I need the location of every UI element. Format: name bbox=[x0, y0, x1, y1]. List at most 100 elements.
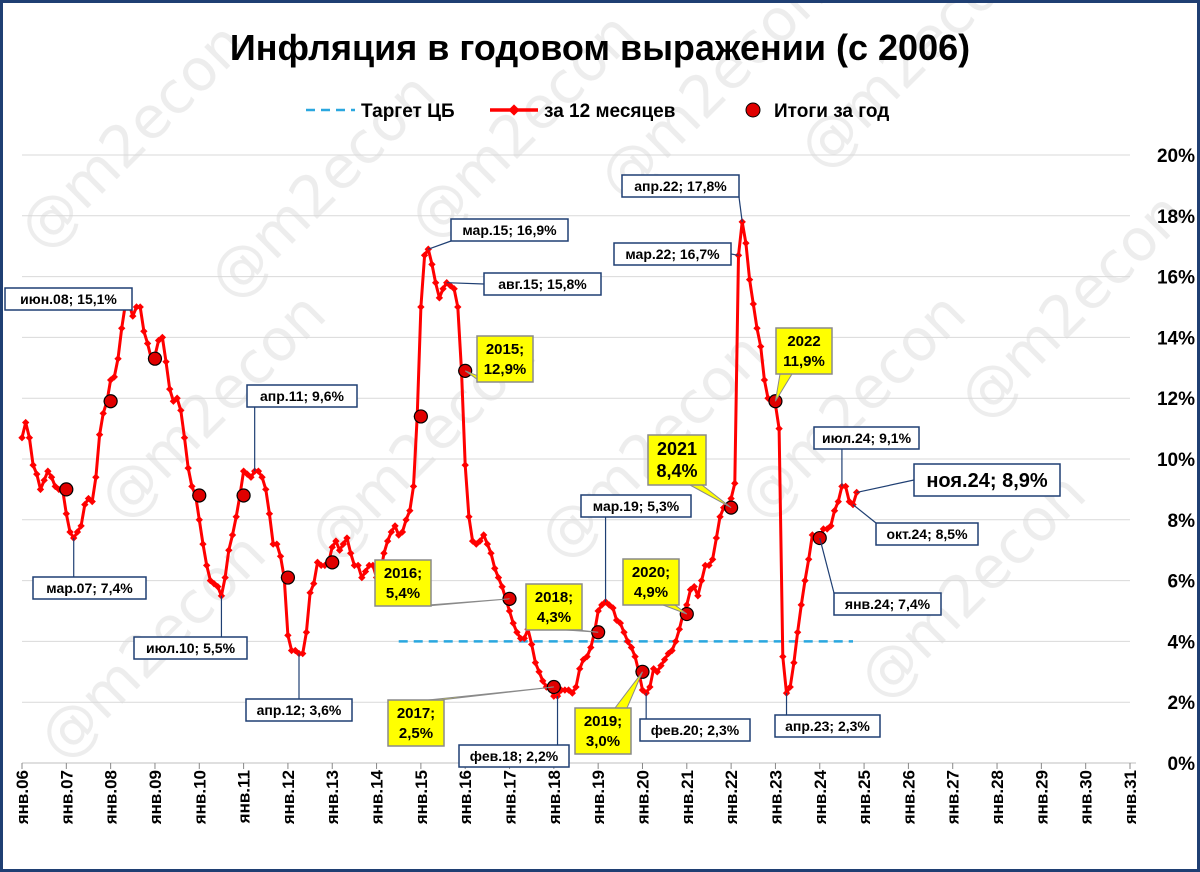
monthly-point bbox=[631, 652, 639, 661]
monthly-point bbox=[675, 625, 684, 633]
monthly-point bbox=[81, 500, 89, 509]
monthly-point bbox=[143, 339, 152, 348]
annotation-box bbox=[613, 242, 732, 266]
monthly-point bbox=[380, 549, 388, 557]
monthly-point bbox=[173, 394, 181, 402]
annotation-label: мар.22; 16,7% bbox=[625, 246, 720, 262]
monthly-point bbox=[92, 473, 100, 481]
legend-annual-marker bbox=[745, 102, 761, 118]
monthly-point bbox=[262, 485, 270, 494]
monthly-point bbox=[587, 643, 595, 652]
year-callout-value: 5,4% bbox=[386, 585, 420, 602]
monthly-point bbox=[683, 601, 691, 609]
monthly-point bbox=[132, 303, 141, 311]
annotation-leader bbox=[446, 282, 485, 285]
x-tick-label: янв.11 bbox=[235, 770, 254, 824]
monthly-point bbox=[184, 464, 192, 472]
annotation-label: ноя.24; 8,9% bbox=[926, 470, 1048, 492]
annotation-label: июл.24; 9,1% bbox=[822, 430, 912, 446]
annotation-label: апр.23; 2,3% bbox=[785, 718, 870, 734]
x-tick-label: янв.17 bbox=[501, 770, 520, 825]
x-tick-label: янв.07 bbox=[57, 770, 76, 825]
monthly-point bbox=[166, 385, 174, 393]
annotation-box bbox=[639, 718, 751, 742]
year-callout-value: 12,9% bbox=[484, 361, 527, 378]
monthly-point bbox=[254, 467, 263, 475]
monthly-point bbox=[332, 537, 340, 545]
annotation-box bbox=[913, 463, 1061, 497]
x-tick-label: янв.14 bbox=[368, 769, 387, 825]
year-callout-pointer bbox=[774, 373, 793, 402]
monthly-point bbox=[306, 589, 314, 597]
monthly-point bbox=[25, 434, 34, 442]
annotation-leader bbox=[730, 253, 739, 256]
monthly-point bbox=[188, 482, 196, 491]
annotation-leader bbox=[738, 196, 743, 222]
annotation-label: фев.20; 2,3% bbox=[651, 722, 740, 738]
x-tick-label: янв.08 bbox=[102, 770, 121, 825]
monthly-point bbox=[797, 601, 805, 609]
year-callout-pointer bbox=[427, 686, 554, 701]
monthly-point bbox=[790, 659, 798, 667]
annotation-label: июл.10; 5,5% bbox=[146, 640, 236, 656]
monthly-point bbox=[804, 555, 813, 563]
year-callout-year: 2016; bbox=[384, 565, 422, 582]
monthly-point bbox=[428, 260, 436, 269]
annotation-box bbox=[774, 714, 881, 738]
monthly-point bbox=[177, 406, 185, 415]
monthly-point bbox=[88, 497, 96, 506]
monthly-point bbox=[708, 555, 717, 564]
monthly-point bbox=[214, 582, 222, 591]
monthly-point bbox=[483, 540, 492, 548]
monthly-point bbox=[99, 409, 107, 418]
monthly-point bbox=[310, 579, 318, 588]
monthly-point bbox=[361, 567, 370, 576]
x-tick-label: янв.09 bbox=[146, 770, 165, 825]
annotations: июн.08; 15,1% мар.07; 7,4% июл.10; 5,5% апр… bbox=[4, 174, 1061, 768]
y-axis: 0% 2% 4% 6% 8% 10% 12% 14% 16% 18% 20% bbox=[1157, 146, 1195, 775]
annual-point bbox=[59, 482, 74, 497]
x-tick-label: янв.21 bbox=[678, 770, 697, 825]
annual-point bbox=[192, 488, 207, 503]
monthly-point bbox=[402, 516, 410, 524]
y-tick-label: 12% bbox=[1157, 389, 1195, 410]
annual-point bbox=[546, 679, 561, 695]
x-tick-label: янв.28 bbox=[988, 770, 1007, 825]
x-axis: янв.06 янв.07 янв.08 янв.09 янв.10 янв.11 янв.… bbox=[13, 762, 1140, 825]
monthly-point bbox=[753, 324, 761, 332]
annotation-label: мар.19; 5,3% bbox=[593, 498, 680, 514]
legend-monthly-label: за 12 месяцев bbox=[544, 101, 675, 122]
year-callout-box bbox=[574, 707, 632, 755]
annotation-box bbox=[245, 698, 353, 722]
monthly-point bbox=[398, 528, 407, 536]
y-tick-label: 14% bbox=[1157, 328, 1195, 349]
monthly-point bbox=[417, 303, 425, 311]
y-tick-label: 18% bbox=[1157, 207, 1195, 228]
annual-point bbox=[236, 488, 251, 503]
monthly-point bbox=[535, 668, 543, 676]
legend-annual-label: Итоги за год bbox=[774, 101, 889, 122]
monthly-point bbox=[775, 424, 783, 433]
monthly-point bbox=[642, 689, 650, 697]
year-callout-pointer bbox=[689, 484, 732, 509]
monthly-point bbox=[572, 683, 580, 691]
monthly-point bbox=[801, 576, 809, 585]
monthly-point bbox=[335, 546, 344, 554]
watermark-text: @m2econ bbox=[845, 459, 1099, 713]
x-tick-label: янв.12 bbox=[279, 770, 298, 825]
monthly-point bbox=[203, 561, 211, 570]
monthly-point bbox=[162, 358, 170, 366]
x-tick-label: янв.20 bbox=[633, 770, 652, 825]
x-tick-label: янв.10 bbox=[190, 770, 209, 825]
y-tick-label: 0% bbox=[1168, 754, 1196, 775]
monthly-point bbox=[284, 631, 292, 640]
annotation-label: апр.12; 3,6% bbox=[257, 702, 342, 718]
year-callout-box bbox=[647, 434, 707, 486]
monthly-point bbox=[40, 476, 48, 484]
annotation-label: фев.18; 2,2% bbox=[470, 748, 559, 764]
monthly-point bbox=[347, 549, 355, 557]
monthly-point bbox=[302, 628, 311, 636]
monthly-point bbox=[328, 543, 336, 551]
year-callout-box bbox=[387, 699, 445, 747]
year-callout-value: 2,5% bbox=[399, 725, 433, 742]
